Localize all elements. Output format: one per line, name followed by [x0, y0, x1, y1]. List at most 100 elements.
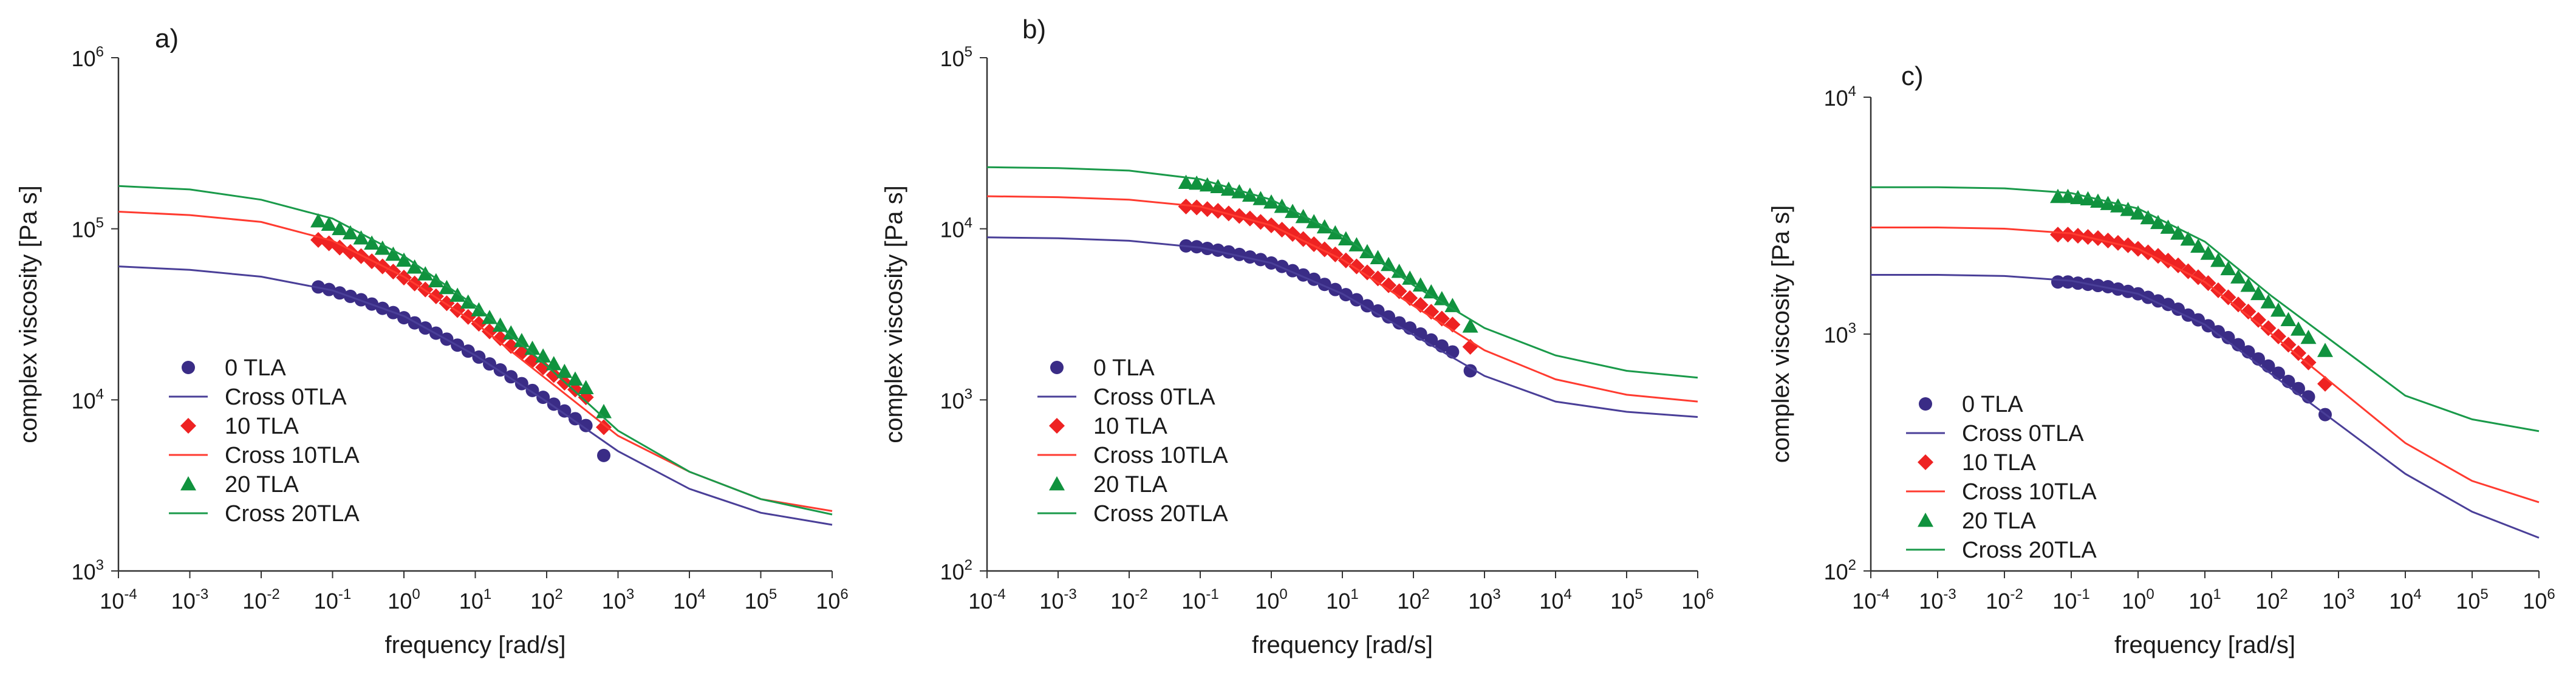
data-point — [1231, 208, 1248, 224]
chart-panel-2: 10-4 10-3 10-2 10-1 100 101 102 103 104 105 106 102… — [881, 15, 1714, 658]
data-point — [2280, 336, 2297, 353]
data-point — [2140, 210, 2156, 225]
legend-label: 20 TLA — [225, 472, 299, 497]
y-tick-label: 104 — [72, 386, 104, 413]
data-point — [2110, 198, 2126, 213]
data-point — [2051, 275, 2065, 289]
data-point — [1178, 199, 1194, 215]
x-tick-label: 101 — [1326, 586, 1358, 613]
series-cross-0tla — [986, 236, 1698, 418]
series-cross-20tla — [1871, 186, 2540, 432]
data-point — [1402, 270, 1418, 285]
data-point — [2260, 294, 2277, 309]
data-point — [1392, 316, 1406, 330]
data-point — [2270, 302, 2286, 317]
data-point — [310, 213, 326, 228]
data-point — [545, 367, 562, 383]
x-tick-label: 104 — [2389, 586, 2421, 613]
legend-label: Cross 10TLA — [1093, 443, 1228, 468]
legend-label: Cross 0TLA — [1093, 384, 1215, 410]
data-point — [1433, 310, 1450, 327]
data-point — [535, 359, 552, 375]
data-point — [2061, 275, 2075, 289]
data-point — [2180, 231, 2196, 246]
data-point — [1402, 290, 1418, 306]
series-10-tla — [1178, 199, 1478, 355]
panel-label: a) — [155, 24, 179, 53]
series-cross-20tla — [118, 185, 833, 516]
legend-marker-swatch — [1918, 454, 1933, 470]
x-tick-label: 103 — [2322, 586, 2354, 613]
series-cross-10tla — [1871, 227, 2540, 504]
x-tick-label: 10-3 — [1039, 586, 1076, 613]
y-tick-label: 105 — [72, 215, 104, 242]
x-tick-label: 103 — [1468, 586, 1500, 613]
panel-label: c) — [1901, 61, 1924, 91]
data-point — [2060, 227, 2076, 243]
series-line — [1871, 227, 2540, 504]
data-point — [1412, 297, 1429, 313]
data-point — [1359, 264, 1375, 281]
data-point — [2070, 190, 2086, 205]
x-tick-label: 100 — [388, 586, 420, 613]
legend-label: Cross 10TLA — [1962, 479, 2097, 505]
legend-label: 20 TLA — [1962, 508, 2036, 534]
legend-marker-swatch — [1049, 476, 1065, 491]
data-point — [1463, 364, 1477, 378]
data-point — [492, 330, 508, 346]
data-point — [2160, 219, 2176, 234]
data-point — [2210, 253, 2226, 267]
data-point — [579, 418, 593, 432]
x-tick-label: 106 — [2523, 586, 2555, 613]
data-point — [1263, 194, 1279, 209]
x-tick-label: 103 — [602, 586, 634, 613]
data-point — [1370, 250, 1386, 264]
legend-marker-swatch — [1049, 418, 1065, 434]
data-point — [1423, 304, 1440, 320]
data-point — [2210, 282, 2226, 298]
data-point — [1423, 284, 1440, 299]
y-tick-label: 103 — [1824, 320, 1856, 347]
series-line — [1871, 186, 2540, 432]
data-point — [2250, 312, 2266, 328]
x-tick-label: 105 — [745, 586, 777, 613]
data-point — [2080, 191, 2096, 206]
data-point — [513, 333, 530, 347]
chart-panel-1: 10-4 10-3 10-2 10-1 100 101 102 103 104 105 106 103… — [15, 24, 849, 658]
panel-label: b) — [1022, 15, 1046, 44]
y-tick-label: 104 — [1824, 83, 1856, 111]
y-tick-label: 103 — [940, 386, 972, 413]
y-tick-label: 105 — [940, 44, 972, 71]
data-point — [596, 419, 612, 436]
legend-label: Cross 20TLA — [225, 501, 360, 527]
data-point — [1433, 291, 1450, 306]
data-point — [374, 241, 391, 255]
chart-panel-3: 10-4 10-3 10-2 10-1 100 101 102 103 104 105 106 102… — [1768, 61, 2555, 658]
data-point — [1232, 247, 1246, 261]
series-line — [118, 265, 833, 526]
data-point — [406, 259, 423, 274]
y-tick-label: 102 — [940, 557, 972, 584]
x-tick-label: 100 — [1255, 586, 1287, 613]
data-point — [417, 266, 434, 281]
data-point — [1210, 179, 1226, 194]
data-point — [2150, 214, 2166, 230]
data-point — [1254, 253, 1268, 267]
data-point — [1370, 270, 1386, 287]
y-axis-title: complex viscosity [Pa s] — [1768, 205, 1794, 463]
data-point — [578, 380, 594, 395]
data-point — [2291, 321, 2306, 336]
x-tick-label: 10-1 — [1181, 586, 1218, 613]
data-point — [2220, 289, 2236, 306]
data-point — [2170, 225, 2186, 240]
data-point — [2270, 328, 2286, 344]
data-point — [2190, 238, 2206, 253]
data-point — [2090, 193, 2106, 208]
data-point — [569, 412, 582, 426]
y-axis-title: complex viscosity [Pa s] — [881, 185, 907, 443]
data-point — [2280, 312, 2297, 326]
series-20-tla — [2050, 188, 2333, 357]
data-point — [1252, 191, 1269, 205]
legend-label: 0 TLA — [1962, 392, 2023, 417]
data-point — [428, 273, 444, 287]
